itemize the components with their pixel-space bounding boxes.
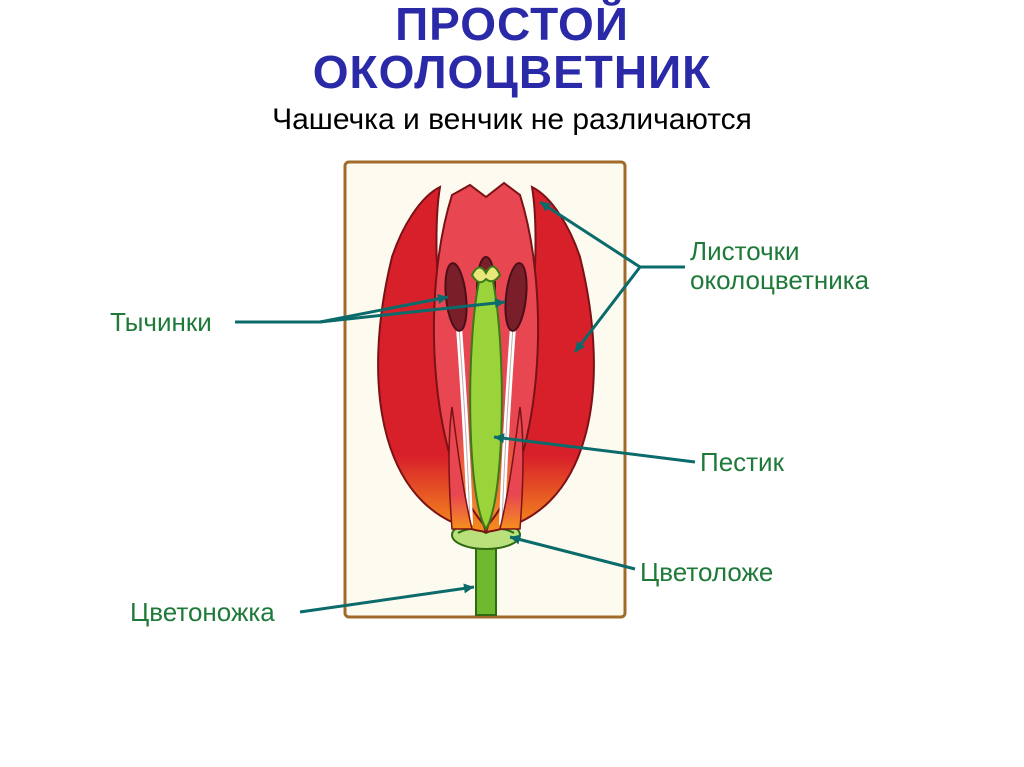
title-line-1: ПРОСТОЙ <box>395 0 629 50</box>
diagram-stage: Тычинки Листочки околоцветника Пестик Цв… <box>0 137 1024 697</box>
title-line-2: ОКОЛОЦВЕТНИК <box>313 46 712 98</box>
page-title: ПРОСТОЙ ОКОЛОЦВЕТНИК <box>0 0 1024 97</box>
flower-pistil <box>470 271 502 529</box>
page-subtitle: Чашечка и венчик не различаются <box>0 103 1024 137</box>
flower-diagram <box>0 137 1024 697</box>
